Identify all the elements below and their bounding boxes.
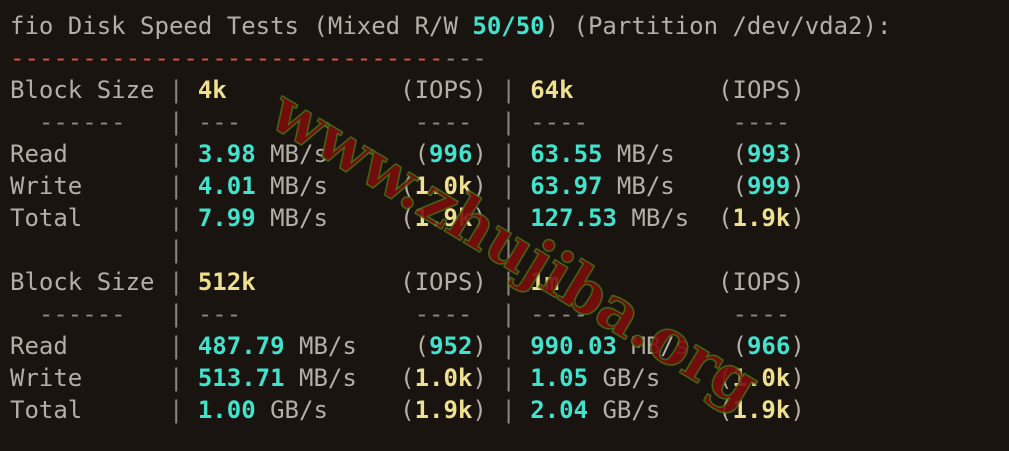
terminal-line: --------------------------------- xyxy=(10,44,487,72)
terminal-line: Total | 1.00 GB/s (1.9k) | 2.04 GB/s (1.… xyxy=(10,396,805,424)
terminal-line: Write | 513.71 MB/s (1.0k) | 1.05 GB/s (… xyxy=(10,364,805,392)
terminal-line: ------ | --- ---- | ---- ---- xyxy=(10,108,791,136)
terminal-line: Read | 487.79 MB/s (952) | 990.03 MB/s (… xyxy=(10,332,805,360)
terminal-line: fio Disk Speed Tests (Mixed R/W 50/50) (… xyxy=(10,12,892,40)
terminal-line: | | xyxy=(168,236,516,264)
terminal-line: Total | 7.99 MB/s (1.9k) | 127.53 MB/s (… xyxy=(10,204,805,232)
terminal-line: Block Size | 512k (IOPS) | 1m (IOPS) xyxy=(10,268,805,296)
terminal-line: Block Size | 4k (IOPS) | 64k (IOPS) xyxy=(10,76,805,104)
terminal-line: Write | 4.01 MB/s (1.0k) | 63.97 MB/s (9… xyxy=(10,172,805,200)
terminal-line: Read | 3.98 MB/s (996) | 63.55 MB/s (993… xyxy=(10,140,805,168)
terminal-line: ------ | --- ---- | ---- ---- xyxy=(10,300,791,328)
